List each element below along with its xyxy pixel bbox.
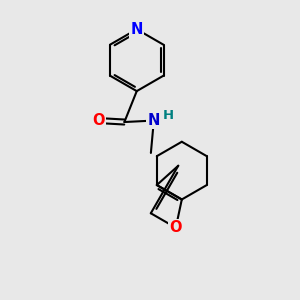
Text: O: O bbox=[169, 220, 182, 235]
Text: N: N bbox=[148, 113, 160, 128]
Text: N: N bbox=[130, 22, 143, 37]
Text: H: H bbox=[162, 109, 173, 122]
Text: O: O bbox=[92, 113, 105, 128]
